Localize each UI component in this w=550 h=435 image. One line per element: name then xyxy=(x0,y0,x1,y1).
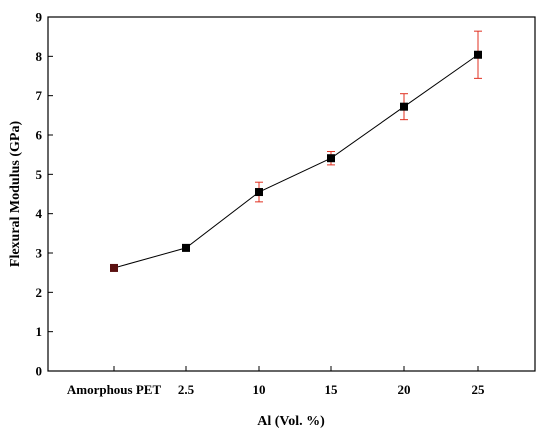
y-tick-label: 7 xyxy=(36,88,43,103)
data-point xyxy=(182,243,190,252)
data-point xyxy=(400,102,408,111)
y-axis: 0 1 2 3 4 5 6 7 8 9 xyxy=(36,10,53,379)
x-tick-label: 15 xyxy=(325,382,339,397)
y-tick-label: 6 xyxy=(36,128,43,143)
y-tick-label: 8 xyxy=(36,49,43,64)
y-tick-label: 1 xyxy=(36,324,43,339)
y-tick-label: 0 xyxy=(36,364,43,379)
series-layer xyxy=(110,30,482,272)
x-axis-title: Al (Vol. %) xyxy=(257,414,325,429)
y-tick-label: 2 xyxy=(36,285,43,300)
series-line xyxy=(113,54,479,269)
data-point xyxy=(255,188,263,197)
data-point xyxy=(110,263,118,272)
x-axis: Amorphous PET 2.5 10 15 20 25 xyxy=(67,366,485,397)
y-tick-label: 5 xyxy=(36,167,43,182)
x-tick-label: 2.5 xyxy=(178,382,195,397)
plot-frame xyxy=(47,16,536,372)
plot-area xyxy=(47,16,536,372)
y-tick-label: 9 xyxy=(36,10,43,25)
y-tick-label: 4 xyxy=(36,206,43,221)
x-tick-label: Amorphous PET xyxy=(67,382,162,397)
x-tick-label: 25 xyxy=(472,382,486,397)
x-tick-label: 10 xyxy=(253,382,266,397)
y-axis-title: Flexural Modulus (GPa) xyxy=(8,121,23,268)
x-tick-label: 20 xyxy=(398,382,411,397)
data-point xyxy=(327,154,335,163)
data-point xyxy=(474,50,482,59)
y-tick-label: 3 xyxy=(36,246,43,261)
